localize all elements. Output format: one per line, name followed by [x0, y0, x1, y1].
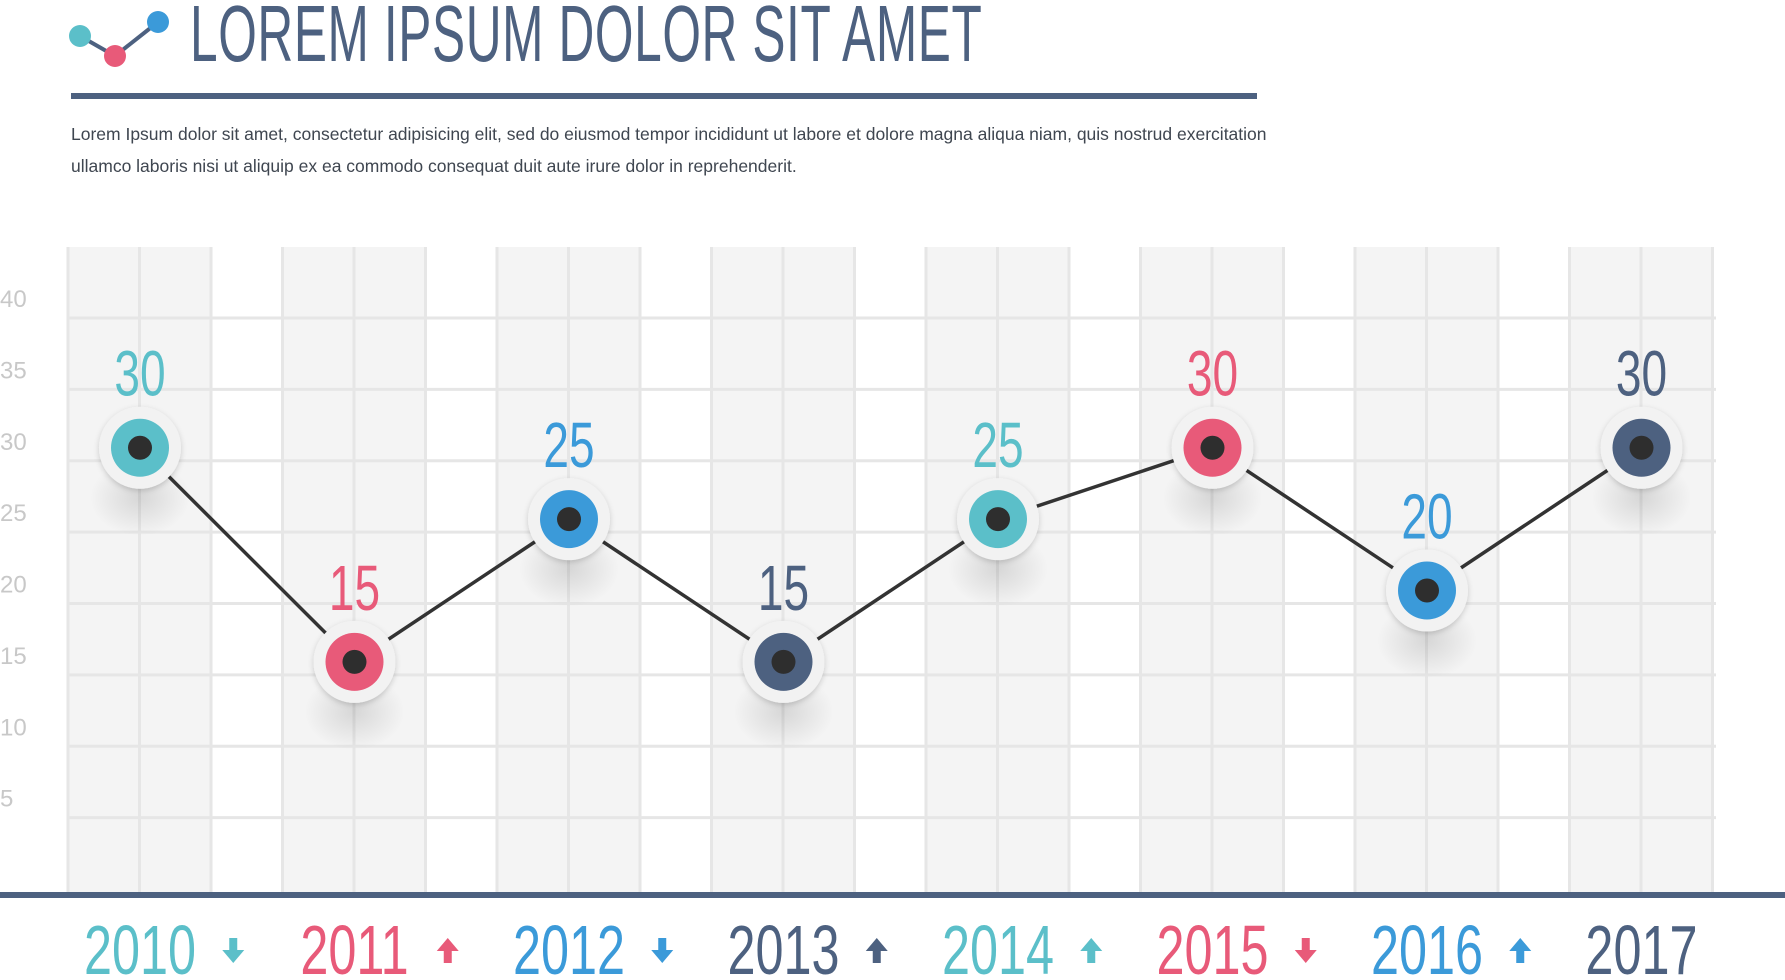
y-tick-label: 20: [0, 572, 27, 599]
data-point: 15: [742, 552, 825, 703]
y-tick-label: 15: [0, 643, 27, 670]
y-tick-label: 40: [0, 286, 27, 313]
point-center: [1629, 435, 1654, 460]
y-axis: 5 10 15 20 25 30 35 40: [0, 286, 27, 813]
data-point: 15: [313, 552, 396, 703]
x-tick-label: 2010: [84, 911, 196, 980]
plot-background: [66, 247, 1716, 892]
header: LOREM IPSUM DOLOR SIT AMET Lorem Ipsum d…: [0, 0, 1785, 200]
data-point: 30: [99, 338, 181, 489]
y-tick-label: 30: [0, 429, 27, 456]
point-center: [986, 507, 1010, 532]
series-line: [138, 446, 1643, 664]
point-center: [128, 435, 152, 460]
arrow-up-icon: [1080, 938, 1103, 963]
data-point: 30: [1600, 338, 1683, 489]
line-chart-logo-icon: [69, 11, 169, 67]
arrow-up-icon: [865, 938, 888, 963]
data-point: 20: [1386, 481, 1468, 632]
data-point: 25: [528, 410, 610, 561]
data-label: 15: [758, 552, 809, 623]
data-label: 20: [1401, 481, 1452, 552]
data-label: 15: [329, 552, 380, 623]
y-tick-label: 35: [0, 357, 27, 384]
point-center: [342, 649, 367, 674]
point-center: [1200, 435, 1225, 460]
x-tick-label: 2014: [942, 911, 1054, 980]
y-tick-label: 5: [0, 786, 13, 813]
data-label: 25: [972, 410, 1023, 481]
y-tick-label: 25: [0, 500, 27, 527]
arrow-up-icon: [436, 938, 459, 963]
data-label: 30: [1187, 338, 1238, 409]
x-tick-label: 2017: [1585, 911, 1697, 980]
x-tick-label: 2015: [1156, 911, 1268, 980]
point-center: [557, 507, 581, 532]
x-axis: 2010 2011 2012 2013 2014 2015 2016 2017: [84, 911, 1698, 980]
x-tick-label: 2013: [727, 911, 839, 980]
point-center: [771, 649, 796, 674]
data-label: 30: [1616, 338, 1667, 409]
data-point: 30: [1171, 338, 1254, 489]
page-title: LOREM IPSUM DOLOR SIT AMET: [190, 0, 983, 78]
x-tick-label: 2012: [513, 911, 625, 980]
arrow-up-icon: [1509, 938, 1532, 963]
x-tick-label: 2016: [1371, 911, 1483, 980]
x-tick-label: 2011: [300, 911, 408, 980]
x-axis-baseline: [0, 892, 1785, 898]
data-label: 25: [543, 410, 594, 481]
point-center: [1415, 578, 1439, 603]
arrow-down-icon: [222, 938, 245, 963]
arrow-down-icon: [651, 938, 674, 963]
title-divider: [71, 93, 1257, 99]
data-point: 25: [957, 410, 1039, 561]
description-text: Lorem Ipsum dolor sit amet, consectetur …: [71, 124, 1267, 176]
data-label: 30: [114, 338, 165, 409]
y-tick-label: 10: [0, 714, 27, 741]
arrow-down-icon: [1294, 938, 1317, 963]
